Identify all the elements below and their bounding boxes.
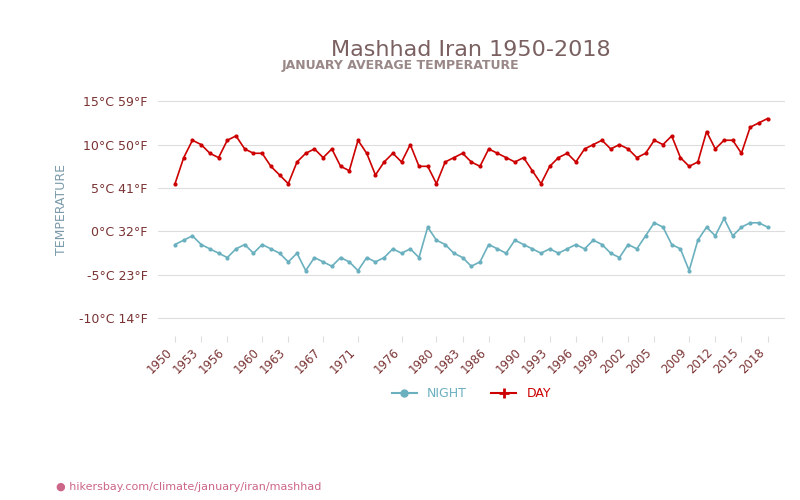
Y-axis label: TEMPERATURE: TEMPERATURE (55, 164, 68, 256)
Legend: NIGHT, DAY: NIGHT, DAY (386, 382, 556, 405)
Text: JANUARY AVERAGE TEMPERATURE: JANUARY AVERAGE TEMPERATURE (281, 58, 519, 71)
Text: ● hikersbay.com/climate/january/iran/mashhad: ● hikersbay.com/climate/january/iran/mas… (56, 482, 322, 492)
Title: Mashhad Iran 1950-2018: Mashhad Iran 1950-2018 (331, 40, 611, 60)
